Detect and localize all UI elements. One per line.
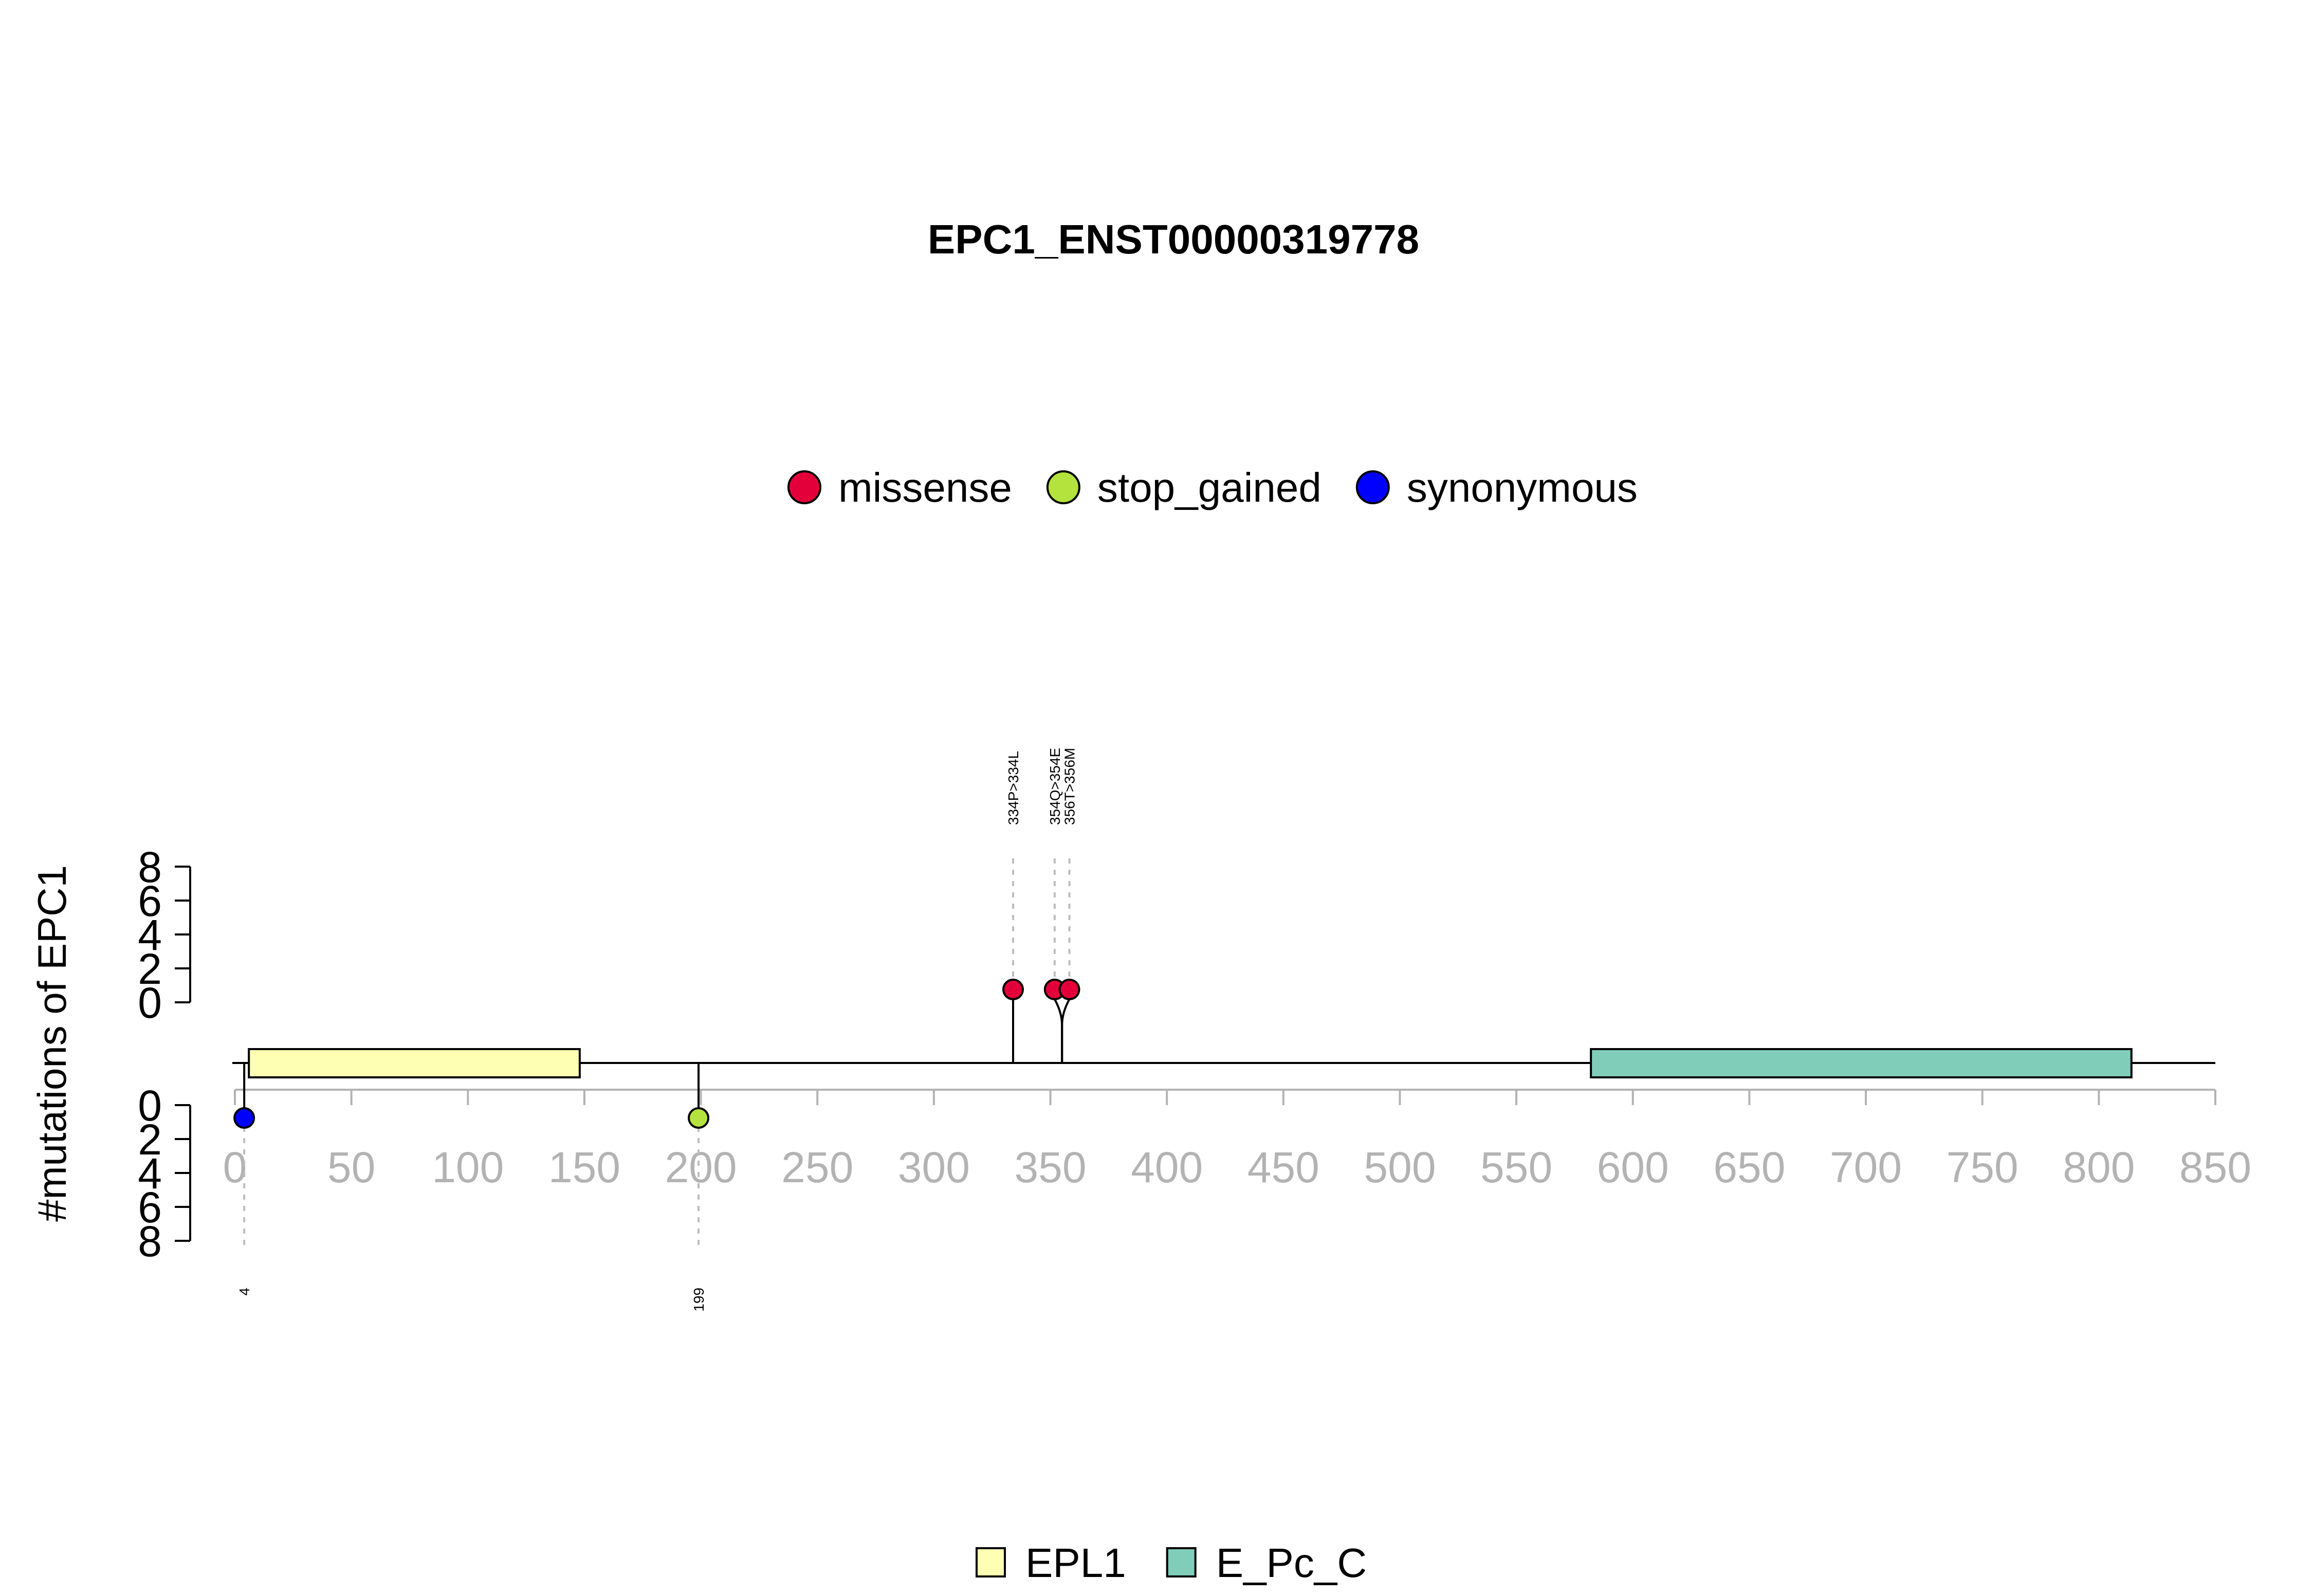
legend-missense-marker (787, 470, 821, 504)
x-axis: 0 50 100 150 200 250 300 350 400 450 500 550 600 650 7… (223, 1089, 2251, 1191)
mutation-label: 334P>334L (1005, 751, 1021, 825)
mutation-stem (1061, 999, 1071, 1063)
x-axis-tick-label: 600 (1597, 1143, 1669, 1191)
y-axis-lower-tick-label: 0 (138, 1081, 162, 1130)
mutation-4: 4 (233, 1063, 255, 1296)
x-axis-tick-label: 450 (1247, 1143, 1319, 1191)
mutation-head-stop-gained (688, 1107, 710, 1129)
domains (248, 1048, 2133, 1078)
x-axis-tick-label: 200 (665, 1143, 737, 1191)
domain-epl1 (248, 1048, 581, 1078)
x-axis-tick-label: 750 (1947, 1143, 2018, 1191)
legend-synonymous-label: synonymous (1407, 465, 1638, 510)
mutation-356t-356m: 356T>356M (1058, 748, 1080, 1063)
mutation-label: 354Q>354E (1047, 748, 1063, 825)
legend-epl1-swatch (976, 1547, 1006, 1577)
domain-e-pc-c (1590, 1048, 2133, 1078)
y-axis-lower-tick-label: 2 (138, 1115, 162, 1164)
y-axis-upper-tick-label: 8 (138, 843, 162, 891)
legend-synonymous-marker (1355, 470, 1390, 504)
y-axis-upper-tick-label: 6 (138, 877, 162, 925)
y-axis-lower-tick-label: 8 (138, 1217, 162, 1265)
x-axis-tick-label: 700 (1830, 1143, 1902, 1191)
x-axis-tick-label: 850 (2179, 1143, 2251, 1191)
x-axis-tick-label: 800 (2063, 1143, 2135, 1191)
x-axis-tick-label: 650 (1713, 1143, 1785, 1191)
y-axis-upper-tick-label: 4 (138, 911, 162, 959)
x-axis-tick-label: 350 (1014, 1143, 1086, 1191)
x-axis-tick-label: 500 (1364, 1143, 1436, 1191)
x-axis-tick-label: 400 (1131, 1143, 1203, 1191)
x-axis-tick-label: 550 (1480, 1143, 1552, 1191)
y-axis-lower-tick-label: 6 (138, 1183, 162, 1232)
legend-stop-gained-label: stop_gained (1097, 465, 1321, 510)
mutation-head-missense (1058, 979, 1080, 1000)
x-axis-tick-label: 50 (327, 1143, 375, 1191)
legend-e-pc-c-label: E_Pc_C (1216, 1540, 1367, 1586)
mutation-354q-354e: 354Q>354E (1043, 748, 1066, 1063)
mutation-head-missense (1002, 979, 1024, 1000)
x-axis-tick-label: 150 (548, 1143, 620, 1191)
mutation-stem (1054, 999, 1063, 1063)
mutation-199: 199 (688, 1063, 710, 1312)
chart-title: EPC1_ENST00000319778 (928, 216, 1419, 262)
x-axis-tick-label: 300 (898, 1143, 970, 1191)
mutation-label: 356T>356M (1062, 748, 1078, 825)
y-axis-upper-tick-label: 0 (138, 979, 162, 1027)
x-axis-tick-label: 250 (781, 1143, 853, 1191)
domain-legend: EPL1 E_Pc_C (976, 1540, 1367, 1586)
mutation-334p-334l: 334P>334L (1002, 751, 1024, 1063)
y-axis-lower-tick-label: 4 (138, 1149, 162, 1198)
y-axis-upper-tick-label: 2 (138, 945, 162, 993)
x-axis-tick-label: 100 (432, 1143, 504, 1191)
legend-stop-gained-marker (1046, 470, 1080, 504)
legend-missense-label: missense (838, 465, 1012, 510)
mutation-type-legend: missense stop_gained synonymous (787, 465, 1638, 510)
mutation-label: 4 (236, 1288, 252, 1296)
legend-epl1-label: EPL1 (1025, 1540, 1126, 1586)
y-axis-label: #mutations of EPC1 (29, 865, 75, 1222)
mutation-head-synonymous (233, 1107, 255, 1129)
mutation-label: 199 (691, 1288, 707, 1312)
legend-e-pc-c-swatch (1166, 1547, 1197, 1577)
x-axis-tick-label: 0 (223, 1143, 247, 1191)
